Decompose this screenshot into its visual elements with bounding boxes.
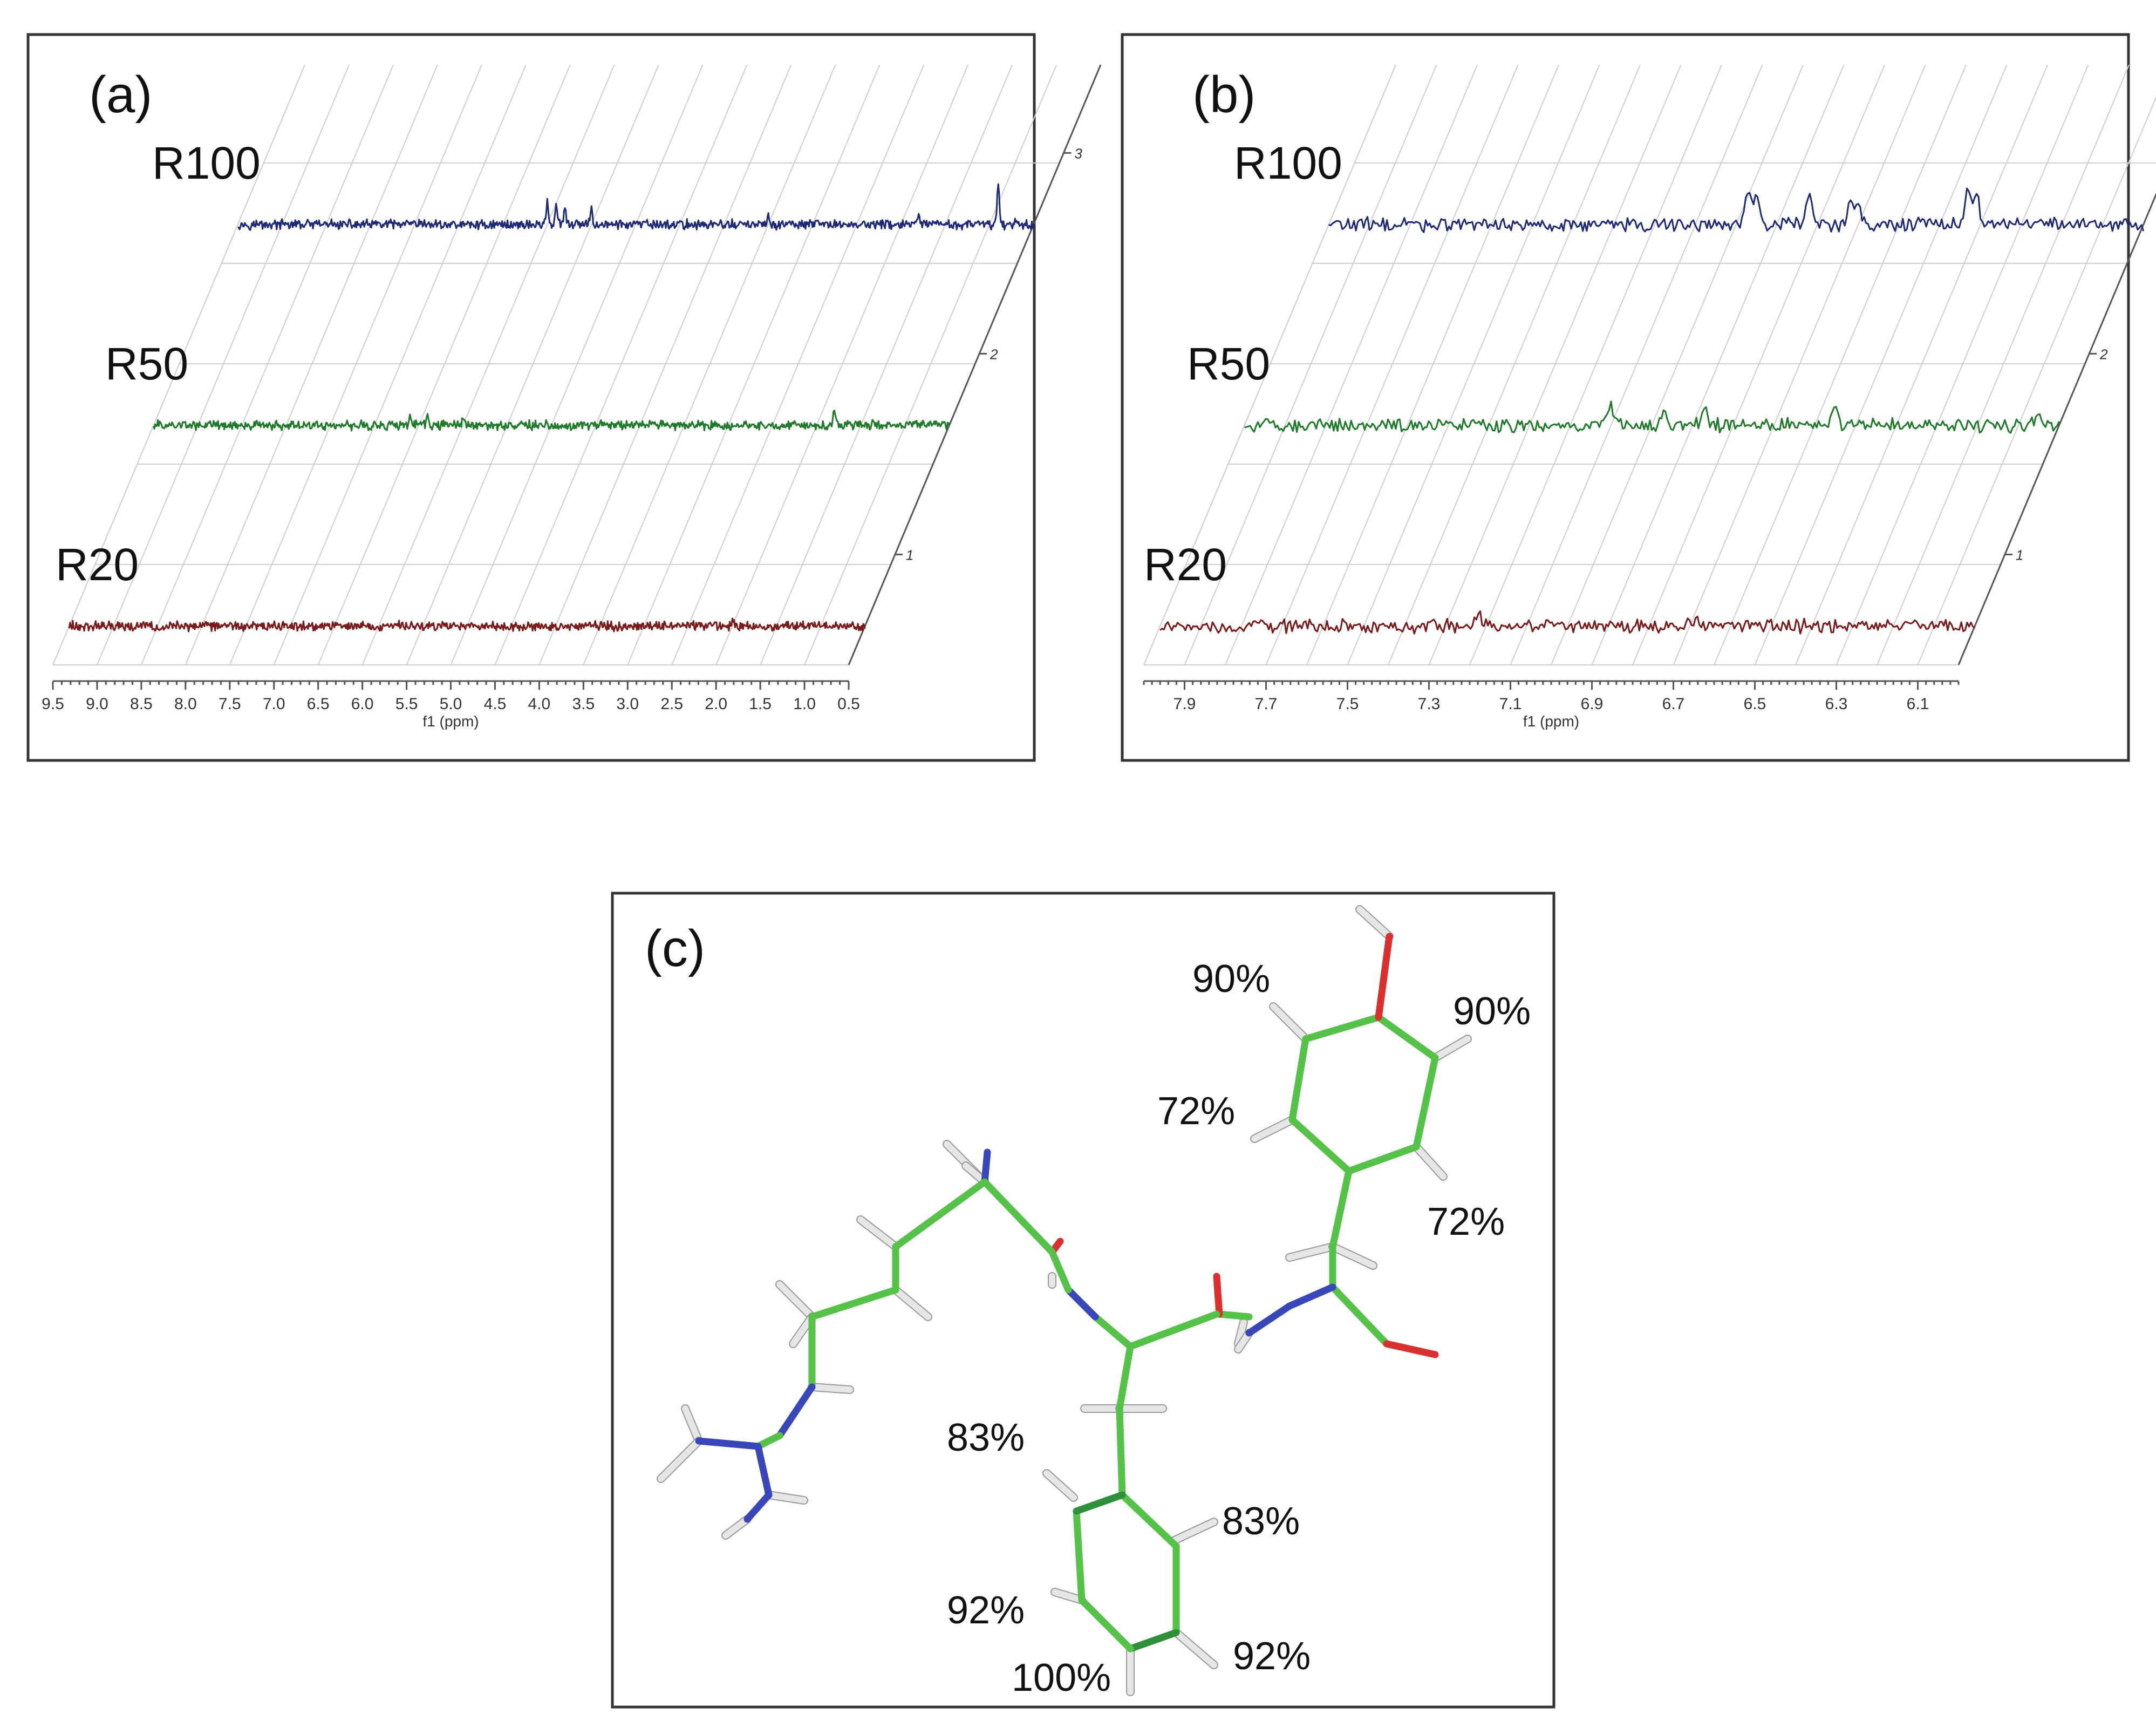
x-tick-label: 4.0 bbox=[528, 695, 551, 713]
x-tick-label: 1.0 bbox=[793, 695, 816, 713]
x-tick-label: 2.5 bbox=[660, 695, 683, 713]
spectrum-line-r50 bbox=[1244, 400, 2060, 434]
x-tick-label: 7.1 bbox=[1499, 695, 1522, 713]
percent-label-3: 72% bbox=[1157, 1090, 1235, 1133]
x-tick-label: 2.0 bbox=[705, 695, 727, 713]
x-tick-label: 9.0 bbox=[86, 695, 108, 713]
percent-label-7: 92% bbox=[947, 1589, 1025, 1632]
x-tick-label: 6.3 bbox=[1825, 695, 1848, 713]
x-axis-title: f1 (ppm) bbox=[1523, 713, 1579, 730]
series-label-r50: R50 bbox=[1187, 338, 1270, 389]
x-axis-title: f1 (ppm) bbox=[422, 713, 479, 730]
z-tick-label: 1 bbox=[2016, 547, 2023, 563]
x-tick-label: 6.7 bbox=[1662, 695, 1685, 713]
spectrum-line-r20 bbox=[1159, 610, 1976, 635]
series-label-r100: R100 bbox=[1234, 138, 1342, 188]
spectrum-line-r100 bbox=[237, 183, 1035, 231]
percent-label-6: 83% bbox=[1222, 1500, 1300, 1543]
x-tick-label: 6.0 bbox=[351, 695, 374, 713]
x-tick-label: 8.0 bbox=[174, 695, 197, 713]
x-tick-label: 7.9 bbox=[1173, 695, 1196, 713]
x-tick-label: 7.5 bbox=[1336, 695, 1359, 713]
series-label-r20: R20 bbox=[1144, 539, 1227, 590]
series-label-r50: R50 bbox=[105, 338, 188, 389]
x-tick-label: 5.0 bbox=[440, 695, 462, 713]
x-tick-label: 1.5 bbox=[749, 695, 772, 713]
panel-b-frame bbox=[1121, 33, 2130, 762]
panel-c-label: (c) bbox=[645, 920, 705, 977]
x-tick-label: 0.5 bbox=[837, 695, 860, 713]
percent-label-5: 83% bbox=[947, 1416, 1025, 1459]
x-tick-label: 7.3 bbox=[1418, 695, 1441, 713]
x-tick-label: 8.5 bbox=[130, 695, 153, 713]
heavy-bonds bbox=[695, 933, 1439, 1653]
z-axis-line bbox=[1957, 192, 2156, 665]
percent-label-4: 72% bbox=[1427, 1200, 1505, 1243]
percent-label-2: 90% bbox=[1453, 990, 1531, 1033]
spectrum-line-r100 bbox=[1328, 187, 2145, 233]
percent-label-9: 100% bbox=[1012, 1656, 1111, 1699]
z-axis-line bbox=[848, 64, 1102, 665]
z-tick-label: 2 bbox=[2099, 346, 2108, 362]
x-tick-label: 6.5 bbox=[1744, 695, 1766, 713]
x-tick-label: 9.5 bbox=[42, 695, 64, 713]
z-tick-label: 3 bbox=[1074, 145, 1082, 161]
series-label-r20: R20 bbox=[56, 539, 139, 590]
panel-b-plot: 1237.97.77.57.37.16.96.76.56.36.1f1 (ppm… bbox=[1143, 64, 2156, 730]
z-tick-label: 1 bbox=[906, 547, 913, 563]
x-tick-label: 7.0 bbox=[263, 695, 285, 713]
spectrum-line-r20 bbox=[68, 617, 866, 633]
spectrum-line-r50 bbox=[153, 410, 950, 432]
left-edge-line bbox=[1143, 64, 1396, 665]
hydrogen-bonds bbox=[657, 905, 1472, 1696]
left-edge-line bbox=[52, 64, 305, 665]
x-tick-label: 7.7 bbox=[1255, 695, 1278, 713]
panel-a-label: (a) bbox=[89, 66, 152, 124]
x-tick-label: 6.1 bbox=[1907, 695, 1929, 713]
x-tick-label: 7.5 bbox=[219, 695, 241, 713]
x-tick-label: 3.5 bbox=[572, 695, 595, 713]
x-tick-label: 6.5 bbox=[307, 695, 330, 713]
x-tick-label: 4.5 bbox=[484, 695, 507, 713]
molecule-structure bbox=[657, 905, 1472, 1696]
series-label-r100: R100 bbox=[152, 138, 261, 188]
panel-a-plot: 1 2 3 9.5 9.0 8.5 8.0 7.5 7.0 6.5 6.0 5.5 5.0 4.5 4.0 3… bbox=[42, 64, 1102, 730]
percent-label-1: 90% bbox=[1192, 957, 1270, 1001]
z-tick-label: 2 bbox=[990, 346, 998, 362]
x-tick-label: 3.0 bbox=[616, 695, 639, 713]
x-tick-label: 6.9 bbox=[1581, 695, 1604, 713]
x-tick-label: 5.5 bbox=[395, 695, 418, 713]
panel-b-label: (b) bbox=[1192, 66, 1256, 124]
percent-label-8: 92% bbox=[1233, 1635, 1311, 1678]
